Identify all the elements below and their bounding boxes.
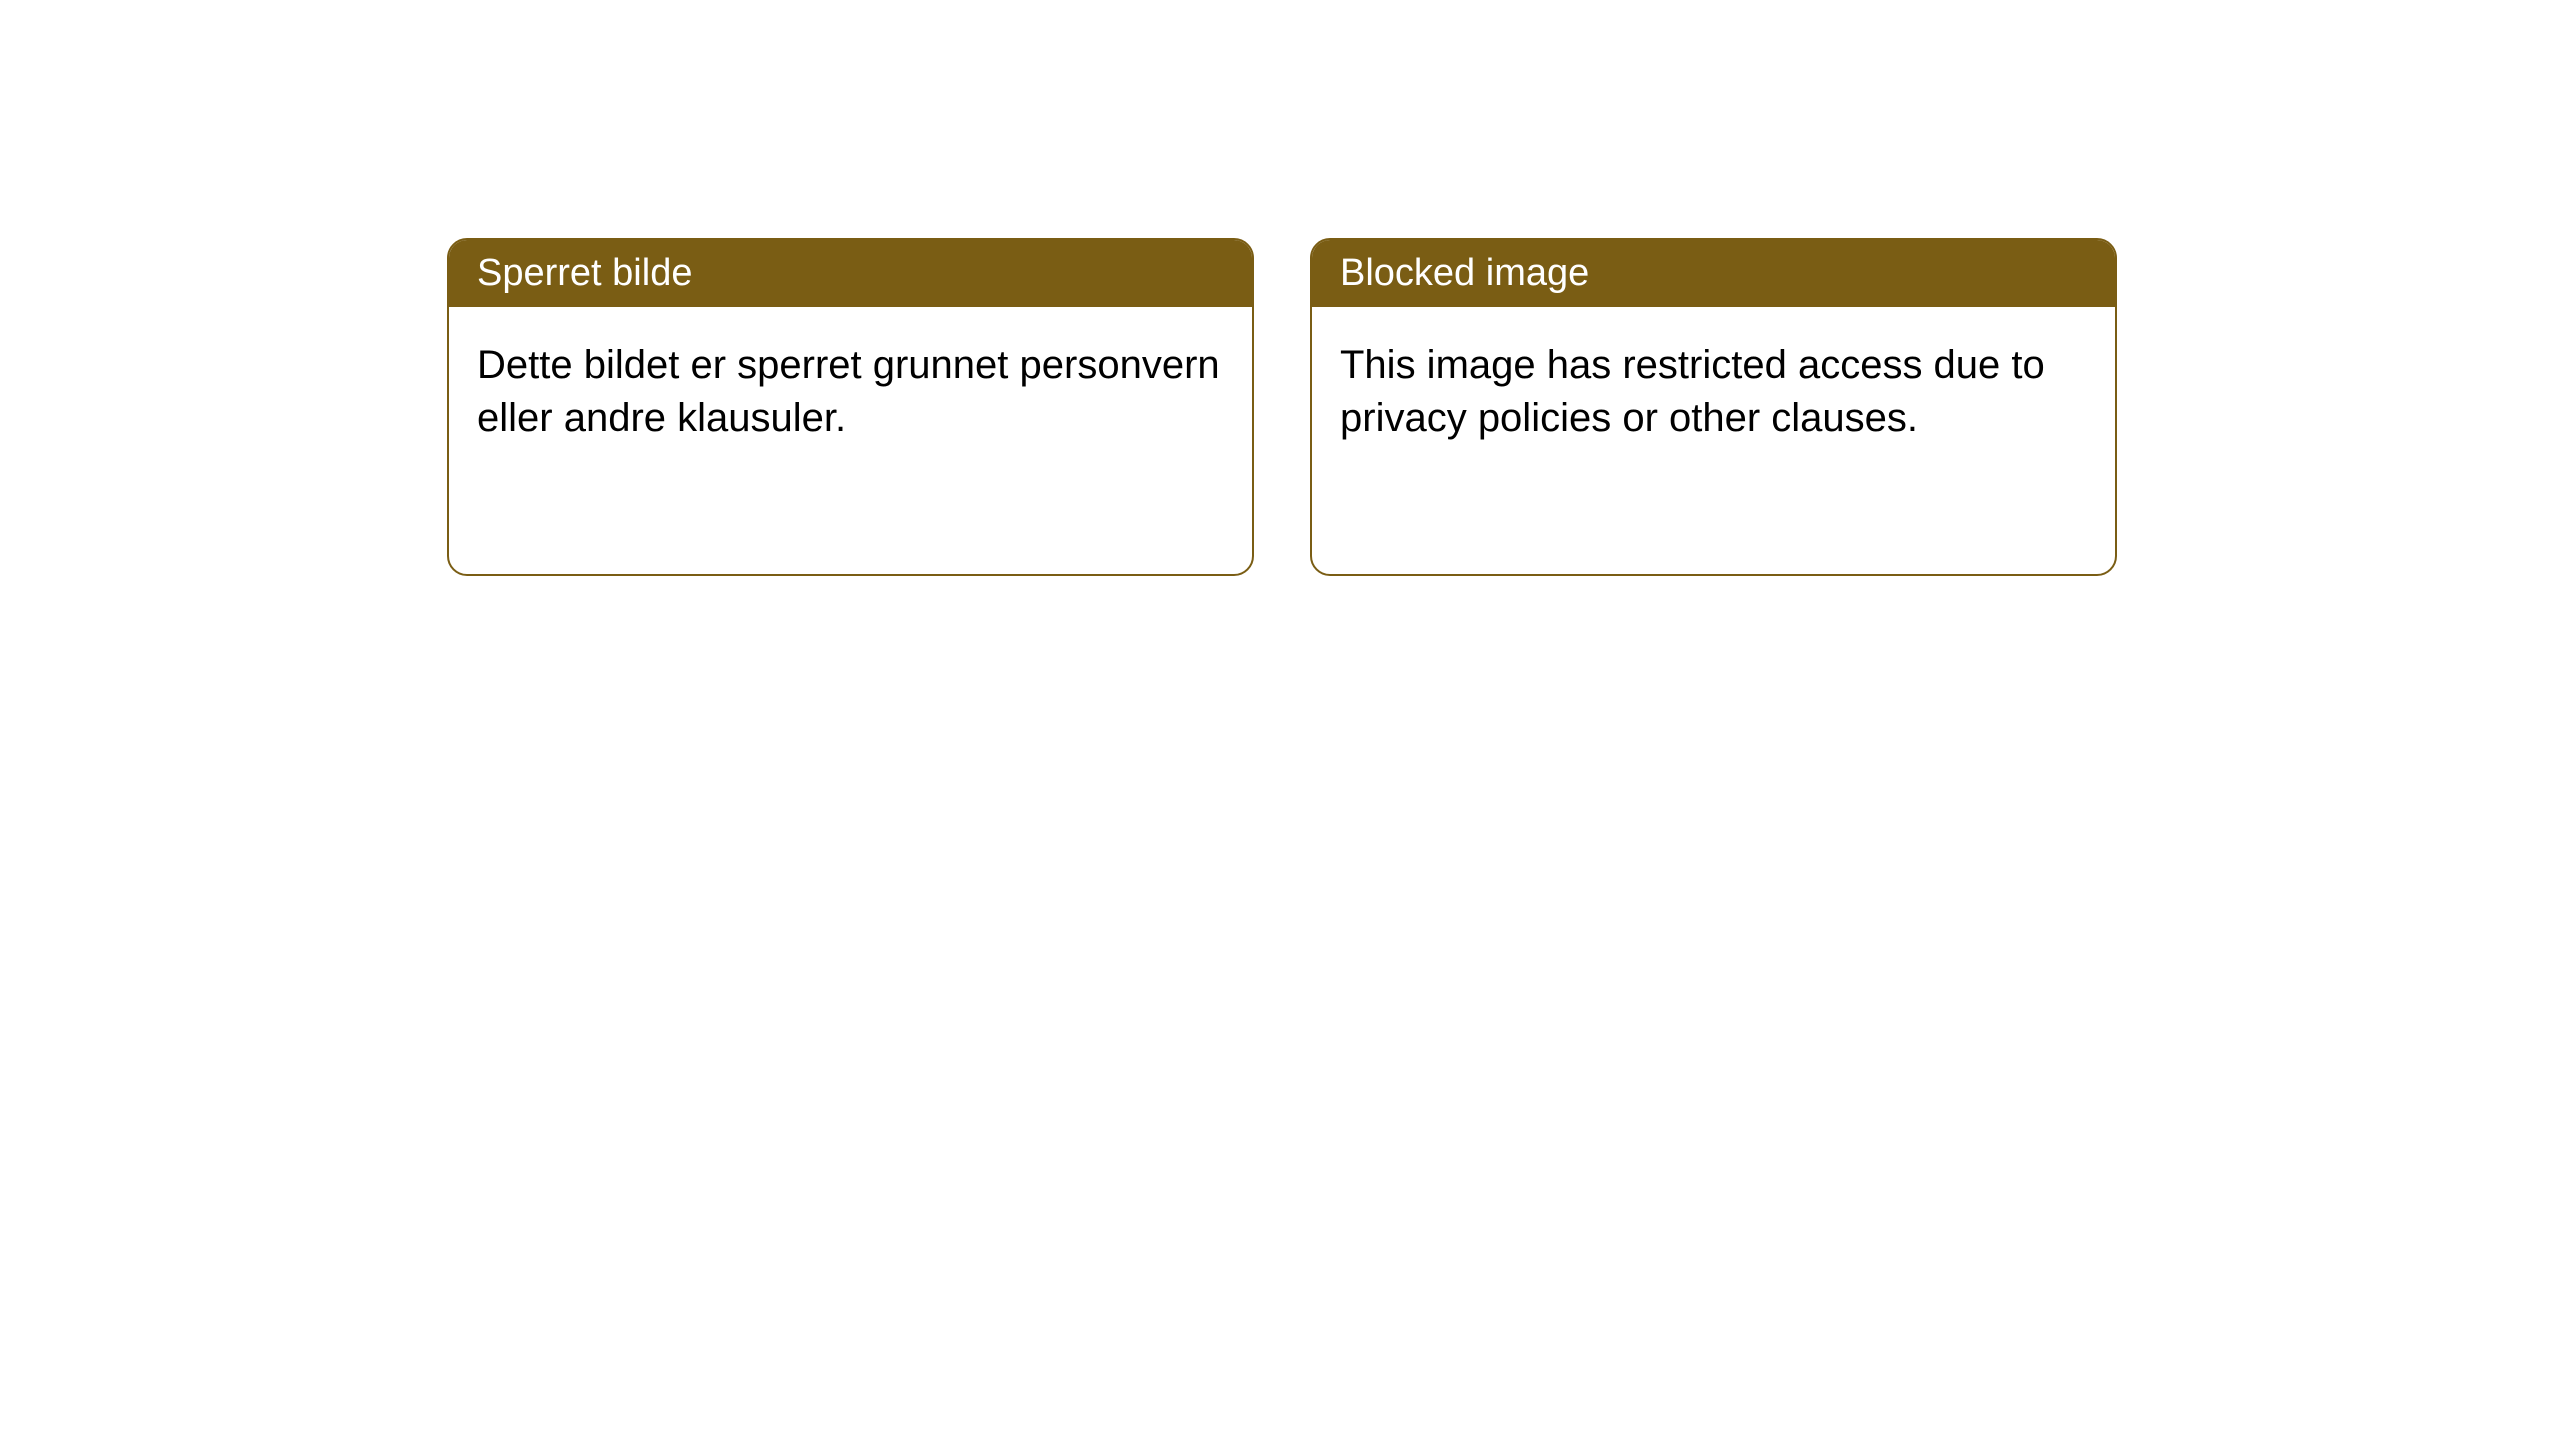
notice-container: Sperret bilde Dette bildet er sperret gr… bbox=[0, 0, 2560, 576]
notice-body: This image has restricted access due to … bbox=[1312, 307, 2115, 477]
notice-body: Dette bildet er sperret grunnet personve… bbox=[449, 307, 1252, 477]
notice-text: Dette bildet er sperret grunnet personve… bbox=[477, 343, 1220, 440]
notice-header: Sperret bilde bbox=[449, 240, 1252, 307]
notice-box-norwegian: Sperret bilde Dette bildet er sperret gr… bbox=[447, 238, 1254, 576]
notice-header: Blocked image bbox=[1312, 240, 2115, 307]
notice-text: This image has restricted access due to … bbox=[1340, 343, 2045, 440]
notice-title: Sperret bilde bbox=[477, 252, 692, 294]
notice-title: Blocked image bbox=[1340, 252, 1589, 294]
notice-box-english: Blocked image This image has restricted … bbox=[1310, 238, 2117, 576]
